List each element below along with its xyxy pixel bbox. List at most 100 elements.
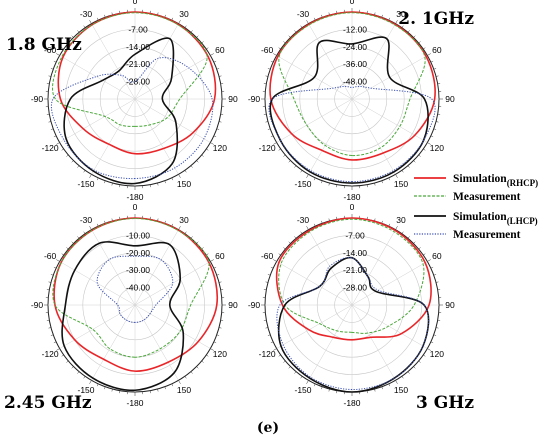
tick-mark	[427, 259, 431, 262]
series-curve-meas-lhcp	[276, 256, 429, 391]
tick-mark	[265, 327, 269, 329]
angle-tick-label: 120	[213, 143, 227, 153]
series-curve-meas-lhcp	[50, 57, 214, 180]
tick-mark	[218, 327, 222, 329]
tick-mark	[401, 231, 404, 234]
radial-tick-label: -36.00	[343, 59, 367, 69]
tick-mark	[196, 241, 199, 244]
tick-mark	[427, 348, 431, 351]
polar-plot-3: 0 30 60 90 120 150 -180 -150 -120 -90 -60 -30 -10.00…	[4, 202, 238, 413]
tick-mark	[395, 20, 398, 24]
polar-plot-2: 0 30 60 90 120 150 -180 -150 -120 -90 -60 -30 -12.00…	[248, 0, 474, 202]
grid-spoke	[91, 98, 136, 175]
tick-mark	[213, 135, 217, 138]
angle-tick-label: -150	[77, 179, 94, 189]
angle-tick-label: 150	[394, 385, 408, 395]
tick-mark	[178, 380, 181, 384]
tick-mark	[104, 386, 106, 390]
tick-mark	[395, 380, 398, 384]
tick-mark	[313, 223, 316, 227]
tick-mark	[218, 281, 222, 283]
tick-mark	[413, 160, 416, 163]
tick-mark	[53, 60, 57, 63]
tick-mark	[381, 14, 383, 18]
grid-spoke	[308, 98, 353, 175]
tick-mark	[423, 253, 426, 256]
series-curve-meas-rhcp	[278, 218, 425, 334]
angle-tick-label: -30	[80, 9, 93, 19]
series-curve-meas-rhcp	[278, 12, 426, 157]
tick-mark	[71, 241, 74, 244]
angle-tick-label: 60	[432, 45, 442, 55]
tick-mark	[313, 17, 316, 21]
tick-mark	[300, 231, 303, 234]
grid-spoke	[351, 98, 396, 175]
tick-mark	[294, 165, 297, 168]
tick-mark	[388, 177, 391, 181]
tick-mark	[206, 354, 209, 357]
legend-label: Measurement	[453, 191, 521, 203]
tick-mark	[206, 47, 209, 50]
polar-plot-1: 0 30 60 90 120 150 -180 -150 -120 -90 -60 -30 -7.00 -…	[6, 0, 238, 202]
tick-mark	[56, 348, 60, 351]
tick-mark	[321, 180, 323, 184]
tick-mark	[96, 17, 99, 21]
tick-mark	[171, 17, 174, 21]
series-curve-sim-lhcp	[61, 241, 185, 392]
angle-tick-label: 60	[215, 45, 225, 55]
tick-mark	[388, 17, 391, 21]
angle-tick-label: -180	[343, 398, 360, 408]
tick-mark	[111, 182, 113, 186]
tick-mark	[213, 266, 217, 269]
tick-mark	[430, 135, 434, 138]
tick-mark	[157, 388, 159, 392]
tick-mark	[50, 68, 54, 70]
grid-spoke	[134, 229, 179, 306]
tick-mark	[283, 247, 286, 250]
tick-mark	[216, 334, 220, 336]
grid-spoke	[134, 98, 179, 175]
legend: Simulation(RHCP) Measurement Simulation(LH…	[414, 173, 538, 241]
tick-mark	[300, 170, 303, 173]
grid-spoke	[351, 23, 396, 100]
tick-mark	[61, 148, 64, 151]
tick-mark	[435, 281, 439, 283]
tick-mark	[190, 371, 193, 374]
tick-mark	[164, 180, 166, 184]
tick-mark	[210, 53, 214, 56]
tick-mark	[61, 354, 64, 357]
tick-mark	[164, 386, 166, 390]
tick-mark	[273, 348, 277, 351]
radial-tick-label: -28.00	[343, 283, 367, 293]
tick-mark	[50, 274, 54, 276]
tick-mark	[407, 236, 410, 239]
tick-mark	[56, 53, 60, 56]
radial-tick-label: -24.00	[343, 42, 367, 52]
tick-mark	[435, 75, 439, 77]
angle-tick-label: 60	[215, 251, 225, 261]
tick-mark	[381, 220, 383, 224]
tick-mark	[430, 266, 434, 269]
tick-mark	[178, 174, 181, 178]
tick-mark	[381, 386, 383, 390]
tick-mark	[83, 170, 86, 173]
grid-spoke	[276, 98, 353, 143]
tick-mark	[300, 376, 303, 379]
tick-mark	[306, 20, 309, 24]
tick-mark	[278, 253, 281, 256]
tick-mark	[313, 383, 316, 387]
tick-mark	[83, 25, 86, 28]
tick-mark	[66, 41, 69, 44]
tick-mark	[213, 60, 217, 63]
tick-mark	[184, 231, 187, 234]
tick-mark	[423, 354, 426, 357]
angle-tick-label: 120	[430, 143, 444, 153]
legend-sublabel: (LHCP)	[507, 216, 538, 226]
tick-mark	[201, 360, 204, 363]
grid-spoke	[351, 304, 428, 349]
tick-mark	[321, 386, 323, 390]
tick-mark	[418, 247, 421, 250]
grid-spoke	[276, 261, 353, 306]
tick-mark	[71, 160, 74, 163]
tick-mark	[210, 142, 214, 145]
